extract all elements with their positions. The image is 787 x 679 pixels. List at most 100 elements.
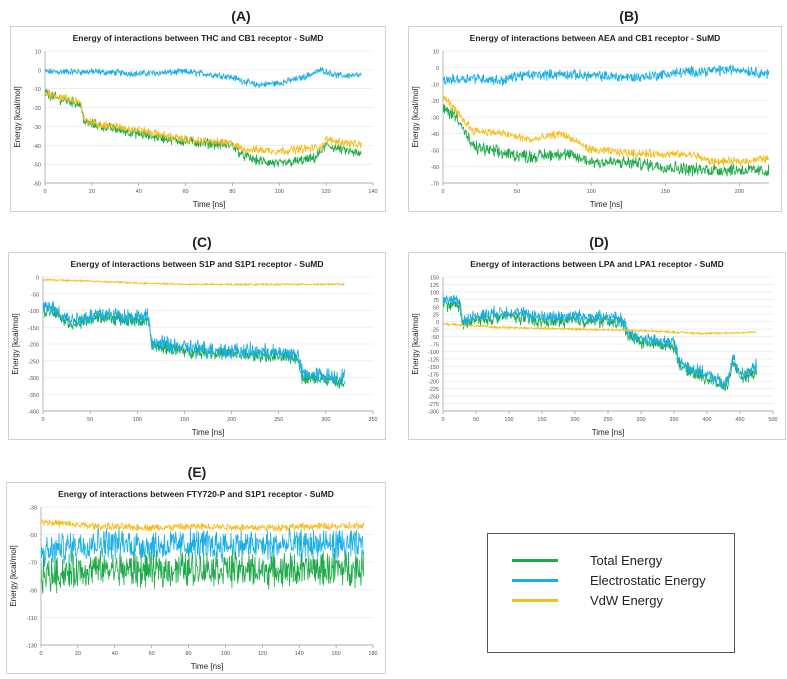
chart-svg: Energy of interactions between AEA and C… (411, 33, 769, 209)
x-tick-label: 20 (89, 189, 95, 195)
legend-label-electrostatic: Electrostatic Energy (590, 572, 706, 588)
x-tick-label: 450 (735, 417, 744, 423)
series-line-total-energy (443, 298, 757, 392)
x-tick-label: 200 (570, 417, 579, 423)
x-axis-label: Time [ns] (590, 200, 623, 209)
y-tick-label: 0 (436, 66, 439, 72)
series-line-electrostatic-energy (45, 67, 362, 89)
x-tick-label: 50 (473, 417, 479, 423)
y-tick-label: -70 (29, 561, 37, 567)
x-tick-label: 350 (368, 417, 377, 423)
y-tick-label: 0 (436, 320, 439, 326)
x-tick-label: 40 (136, 189, 142, 195)
y-tick-label: -275 (428, 402, 439, 408)
y-tick-label: -350 (28, 393, 39, 399)
x-axis-label: Time [ns] (192, 428, 225, 437)
panel-c-label: (C) (192, 234, 212, 250)
chart-a: Energy of interactions between THC and C… (10, 26, 386, 212)
x-tick-label: 60 (149, 651, 155, 657)
chart-title: Energy of interactions between AEA and C… (470, 33, 721, 43)
y-tick-label: -90 (29, 588, 37, 594)
legend-swatch-vdw (512, 598, 558, 602)
y-tick-label: -200 (28, 343, 39, 349)
y-tick-label: -50 (431, 149, 439, 155)
series-line-electrostatic-energy (43, 300, 346, 387)
series-line-vdw-energy (443, 95, 769, 167)
chart-b: Energy of interactions between AEA and C… (408, 26, 782, 212)
y-tick-label: -10 (431, 83, 439, 89)
y-axis-label: Energy [kcal/mol] (13, 86, 22, 147)
x-tick-label: 500 (768, 417, 777, 423)
y-tick-label: -40 (33, 144, 41, 150)
x-tick-label: 0 (441, 417, 444, 423)
x-axis-label: Time [ns] (193, 200, 226, 209)
legend-item-electrostatic: Electrostatic Energy (512, 571, 706, 589)
x-tick-label: 0 (43, 189, 46, 195)
legend-label-vdw: VdW Energy (590, 592, 663, 608)
series-line-vdw-energy (41, 519, 365, 532)
chart-title: Energy of interactions between THC and C… (73, 33, 324, 43)
y-tick-label: -400 (28, 410, 39, 416)
y-tick-label: -100 (28, 309, 39, 315)
chart-svg: Energy of interactions between S1P and S… (11, 259, 378, 437)
y-tick-label: 0 (36, 276, 39, 282)
x-tick-label: 100 (587, 189, 596, 195)
x-tick-label: 80 (185, 651, 191, 657)
chart-d: Energy of interactions between LPA and L… (408, 252, 786, 440)
y-tick-label: -25 (431, 328, 439, 334)
y-axis-label: Energy [kcal/mol] (411, 86, 420, 147)
x-tick-label: 150 (537, 417, 546, 423)
x-tick-label: 40 (112, 651, 118, 657)
legend-item-total: Total Energy (512, 551, 662, 569)
x-tick-label: 200 (227, 417, 236, 423)
x-tick-label: 100 (504, 417, 513, 423)
legend-item-vdw: VdW Energy (512, 591, 663, 609)
x-tick-label: 200 (735, 189, 744, 195)
y-tick-label: -225 (428, 387, 439, 393)
y-tick-label: -100 (428, 350, 439, 356)
chart-e: Energy of interactions between FTY720-P … (6, 482, 386, 674)
y-tick-label: -60 (431, 165, 439, 171)
series-line-vdw-energy (43, 277, 346, 287)
y-tick-label: -50 (31, 292, 39, 298)
y-axis-label: Energy [kcal/mol] (11, 313, 20, 374)
chart-title: Energy of interactions between S1P and S… (70, 259, 323, 269)
legend: Total Energy Electrostatic Energy VdW En… (487, 533, 735, 653)
series-line-electrostatic-energy (443, 64, 769, 86)
y-tick-label: -250 (428, 395, 439, 401)
y-tick-label: -250 (28, 359, 39, 365)
series-line-electrostatic-energy (443, 292, 757, 390)
chart-svg: Energy of interactions between FTY720-P … (9, 489, 378, 671)
x-tick-label: 50 (87, 417, 93, 423)
x-tick-label: 300 (321, 417, 330, 423)
y-axis-label: Energy [kcal/mol] (411, 313, 420, 374)
x-axis-label: Time [ns] (592, 428, 625, 437)
x-axis-label: Time [ns] (191, 662, 224, 671)
panel-d-label: (D) (589, 234, 609, 250)
series-line-vdw-energy (45, 90, 362, 156)
x-tick-label: 80 (229, 189, 235, 195)
chart-c: Energy of interactions between S1P and S… (8, 252, 386, 440)
y-tick-label: 100 (430, 290, 439, 296)
y-tick-label: -300 (28, 376, 39, 382)
x-tick-label: 160 (332, 651, 341, 657)
y-tick-label: 150 (430, 276, 439, 282)
y-tick-label: -20 (33, 106, 41, 112)
chart-title: Energy of interactions between LPA and L… (470, 259, 723, 269)
x-tick-label: 60 (183, 189, 189, 195)
y-tick-label: -70 (431, 182, 439, 188)
x-tick-label: 350 (669, 417, 678, 423)
y-tick-label: 50 (433, 305, 439, 311)
y-tick-label: -175 (428, 372, 439, 378)
x-tick-label: 140 (295, 651, 304, 657)
x-tick-label: 100 (221, 651, 230, 657)
x-tick-label: 120 (258, 651, 267, 657)
x-tick-label: 0 (41, 417, 44, 423)
y-tick-label: -110 (26, 616, 37, 622)
y-tick-label: -30 (29, 506, 37, 512)
legend-label-total: Total Energy (590, 552, 663, 568)
y-tick-label: -40 (431, 132, 439, 138)
y-axis-label: Energy [kcal/mol] (9, 545, 18, 606)
y-tick-label: 75 (433, 298, 439, 304)
x-tick-label: 250 (603, 417, 612, 423)
